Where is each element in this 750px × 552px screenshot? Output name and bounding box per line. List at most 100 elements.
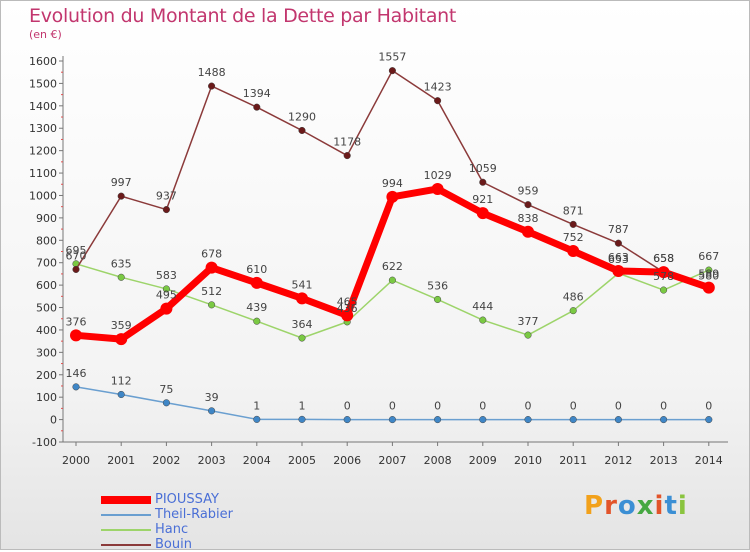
data-label: 486 [563,291,584,304]
data-label: 39 [205,391,219,404]
data-label: 377 [518,315,539,328]
y-tick-label: 800 [36,234,57,247]
y-tick-label: 1200 [29,145,57,158]
y-tick-label: 100 [36,391,57,404]
y-tick-label: 500 [36,302,57,315]
y-tick-label: 900 [36,212,57,225]
data-point [388,276,396,284]
y-tick-label: 700 [36,257,57,270]
x-tick-label: 2009 [469,454,497,467]
data-label: 439 [246,301,267,314]
data-label: 670 [66,249,87,262]
data-point [434,97,442,105]
data-point [569,416,577,424]
x-tick-label: 2004 [243,454,271,467]
logo-letter: P [584,491,605,521]
data-label: 376 [66,315,87,328]
logo-letter: o [617,491,637,521]
data-label: 921 [472,193,493,206]
data-label: 465 [337,295,358,308]
y-tick-label: -100 [32,436,57,449]
data-label: 678 [201,248,222,261]
x-tick-label: 2010 [514,454,542,467]
data-label: 663 [608,251,629,264]
data-point [702,281,715,294]
data-label: 667 [698,250,719,263]
data-point [524,331,532,339]
x-tick-label: 2006 [333,454,361,467]
data-label: 364 [292,318,313,331]
legend-swatch [101,529,151,531]
data-label: 658 [653,252,674,265]
legend-label: PIOUSSAY [155,492,219,507]
x-tick-label: 2005 [288,454,316,467]
legend-swatch [101,496,151,504]
data-label: 0 [525,400,532,413]
data-label: 541 [292,278,313,291]
data-label: 959 [518,185,539,198]
data-point [569,307,577,315]
y-tick-label: 1000 [29,189,57,202]
data-label: 1290 [288,110,316,123]
data-label: 0 [434,400,441,413]
data-point [524,201,532,209]
logo-letter: i [677,491,688,521]
data-label: 75 [159,383,173,396]
data-point [567,245,580,258]
data-point [162,206,170,214]
legend-swatch [101,544,151,546]
data-point [657,266,670,279]
data-label: 1423 [424,81,452,94]
data-label: 1178 [333,136,361,149]
data-point [117,390,125,399]
data-label: 583 [156,269,177,282]
data-point [298,126,306,135]
data-point [343,416,351,424]
data-label: 436 [337,302,358,315]
data-label: 658 [653,252,674,265]
data-point [705,416,713,424]
data-point [614,416,622,424]
x-tick-label: 2012 [604,454,632,467]
chart-title: Evolution du Montant de la Dette par Hab… [29,5,457,27]
x-tick-label: 2000 [62,454,90,467]
x-tick-label: 2007 [378,454,406,467]
data-label: 871 [563,204,584,217]
data-point [250,276,263,289]
data-label: 359 [111,319,132,332]
data-point [298,415,306,423]
data-point [431,182,444,195]
data-point [524,416,532,424]
x-tick-label: 2002 [152,454,180,467]
data-point [253,415,261,423]
data-point [253,103,261,111]
data-point [705,266,713,274]
data-point [72,383,80,391]
data-label: 653 [608,253,629,266]
data-point [476,207,489,220]
data-point [569,220,577,228]
data-point [117,273,125,281]
data-point [253,317,261,325]
data-label: 1488 [198,66,226,79]
data-label: 0 [705,400,712,413]
data-label: 1059 [469,162,497,175]
x-tick-label: 2003 [198,454,226,467]
y-tick-label: 1500 [29,77,57,90]
data-label: 635 [111,257,132,270]
data-point [479,416,487,424]
data-label: 695 [66,244,87,257]
data-point [434,295,442,304]
data-point [479,178,487,186]
y-tick-label: 1600 [29,55,57,68]
data-label: 512 [201,285,222,298]
data-point [434,416,442,424]
data-point [296,292,308,305]
data-label: 622 [382,260,403,273]
data-label: 0 [660,400,667,413]
data-point [614,239,622,247]
data-label: 0 [479,400,486,413]
data-point [660,286,668,294]
y-tick-label: 400 [36,324,57,337]
